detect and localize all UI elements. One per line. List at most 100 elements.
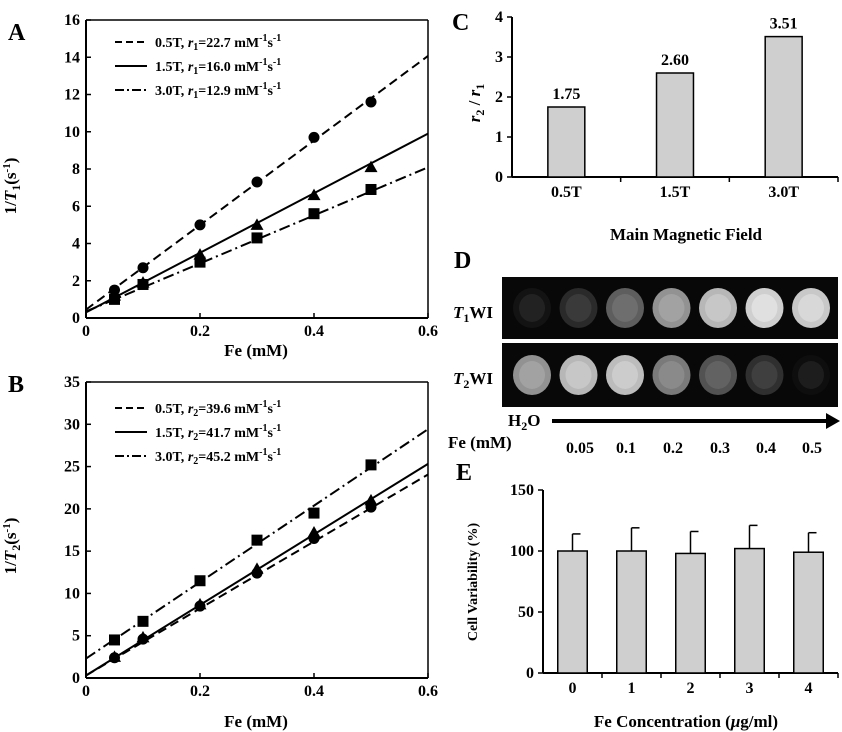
x-axis-label-b: Fe (mM) bbox=[224, 712, 288, 731]
y-tick-label: 50 bbox=[518, 604, 534, 621]
y-tick-label: 10 bbox=[64, 585, 80, 602]
bar bbox=[793, 551, 824, 674]
plot-c: 0 1 2 3 4 0.5T 1.75 1.5T 2.60 3.0T 3.51 bbox=[495, 9, 839, 201]
x-tick-label: 4 bbox=[805, 680, 813, 697]
legend-sup: -1 bbox=[259, 447, 267, 458]
x-tick-label: 0.4 bbox=[304, 683, 324, 700]
y-axis-label-c: r2 / r1 bbox=[465, 84, 487, 122]
legend-field: 3.0T, bbox=[155, 450, 188, 465]
legend-r: r bbox=[188, 60, 194, 75]
data-point-circle bbox=[251, 176, 263, 188]
t1-phantom-core bbox=[705, 294, 731, 322]
legend-sup: -1 bbox=[259, 81, 267, 92]
t2-phantom-core bbox=[751, 361, 778, 389]
panel-d: D T1WI T2WI H2O Fe (mM) 0.05 0.1 0.2 0.3 0.4… bbox=[448, 248, 840, 457]
y-tick-label: 5 bbox=[72, 628, 80, 645]
legend-value: =16.0 mM bbox=[198, 60, 259, 75]
data-point-square bbox=[251, 232, 263, 244]
plot-a: 0 0.2 0.4 0.6 0 2 4 6 8 10 12 14 16 bbox=[64, 12, 438, 340]
data-point-square bbox=[137, 615, 149, 627]
t2-phantom-core bbox=[612, 361, 638, 389]
x-tick-label: 0 bbox=[82, 683, 90, 700]
legend-value: =45.2 mM bbox=[198, 450, 259, 465]
legend-r: r bbox=[188, 84, 194, 99]
data-point-triangle bbox=[136, 630, 150, 643]
x-tick-label: 3 bbox=[746, 680, 754, 697]
t1-phantom-core bbox=[798, 294, 824, 322]
bar-value-label: 2.60 bbox=[661, 52, 689, 69]
t1-phantom-core bbox=[519, 294, 545, 322]
legend-sub: 2 bbox=[193, 432, 198, 443]
x-axis-label-c: Main Magnetic Field bbox=[610, 225, 763, 244]
t2-phantom-core bbox=[565, 361, 592, 389]
legend-field: 1.5T, bbox=[155, 426, 188, 441]
legend-sub: 2 bbox=[193, 456, 198, 467]
concentration-label: 0.3 bbox=[710, 440, 730, 457]
water-label: H2O bbox=[508, 411, 540, 433]
concentration-labels: 0.05 0.1 0.2 0.3 0.4 0.5 bbox=[566, 440, 822, 457]
bar-value-label: 1.75 bbox=[552, 86, 580, 103]
data-point-square bbox=[365, 183, 377, 195]
data-point-triangle bbox=[250, 562, 264, 574]
y-tick-label: 12 bbox=[64, 87, 80, 104]
legend-sup: -1 bbox=[273, 57, 281, 68]
x-tick-label: 0.4 bbox=[304, 323, 324, 340]
y-tick-label: 0 bbox=[526, 665, 534, 682]
data-point-square bbox=[137, 278, 149, 290]
t1-phantom-core bbox=[751, 294, 778, 322]
data-point-circle bbox=[308, 131, 320, 143]
legend-sup: -1 bbox=[273, 33, 281, 44]
y-axis-label-e: Cell Variability (%) bbox=[466, 523, 481, 642]
y-tick-label: 6 bbox=[72, 198, 80, 215]
bar bbox=[675, 552, 706, 674]
x-tick-label: 0.6 bbox=[418, 323, 438, 340]
legend-sup: -1 bbox=[273, 399, 281, 410]
y-tick-label: 0 bbox=[495, 169, 503, 186]
legend-label: 0.5T, r2=39.6 mM-1s-1 bbox=[155, 399, 281, 419]
legend-field: 0.5T, bbox=[155, 36, 188, 51]
y-tick-label: 0 bbox=[72, 670, 80, 687]
legend-s: s bbox=[267, 402, 273, 417]
legend-b: 0.5T, r2=39.6 mM-1s-11.5T, r2=41.7 mM-1s… bbox=[115, 399, 281, 467]
legend-r: r bbox=[188, 450, 194, 465]
bar bbox=[655, 72, 695, 178]
x-tick-label: 3.0T bbox=[768, 184, 799, 201]
concentration-label: 0.1 bbox=[616, 440, 636, 457]
y-tick-label: 15 bbox=[64, 543, 80, 560]
t2-phantoms bbox=[513, 355, 830, 395]
panel-letter-c: C bbox=[452, 10, 469, 36]
data-point-square bbox=[308, 507, 320, 519]
legend-sub: 1 bbox=[193, 42, 198, 53]
x-tick-label: 0 bbox=[82, 323, 90, 340]
bar bbox=[734, 547, 765, 674]
x-tick-label: 2 bbox=[687, 680, 695, 697]
legend-sup: -1 bbox=[273, 81, 281, 92]
data-point-circle bbox=[194, 219, 206, 231]
t2-phantom-core bbox=[798, 361, 824, 389]
data-point-triangle bbox=[307, 188, 321, 201]
y-tick-label: 30 bbox=[64, 416, 80, 433]
y-tick-label: 1 bbox=[495, 129, 503, 146]
legend-label: 0.5T, r1=22.7 mM-1s-1 bbox=[155, 33, 281, 53]
bar bbox=[557, 550, 588, 674]
data-point-triangle bbox=[364, 493, 378, 506]
data-point-triangle bbox=[307, 526, 321, 538]
legend-label: 3.0T, r1=12.9 mM-1s-1 bbox=[155, 81, 281, 101]
panel-e: E 0 50 100 150 0 1 2 3 4 Fe Concentration (μg/ml… bbox=[456, 460, 839, 731]
panel-letter-a: A bbox=[8, 20, 26, 46]
legend-sup: -1 bbox=[259, 33, 267, 44]
data-point-square bbox=[109, 293, 120, 305]
data-point-square bbox=[194, 575, 206, 587]
legend-field: 3.0T, bbox=[155, 84, 188, 99]
t1-phantom-core bbox=[612, 294, 638, 322]
bar bbox=[616, 550, 647, 674]
y-tick-label: 35 bbox=[64, 374, 80, 391]
legend-field: 0.5T, bbox=[155, 402, 188, 417]
legend-r: r bbox=[188, 36, 194, 51]
y-tick-label: 14 bbox=[64, 49, 80, 66]
data-point-square bbox=[365, 459, 377, 471]
y-tick-label: 10 bbox=[64, 124, 80, 141]
